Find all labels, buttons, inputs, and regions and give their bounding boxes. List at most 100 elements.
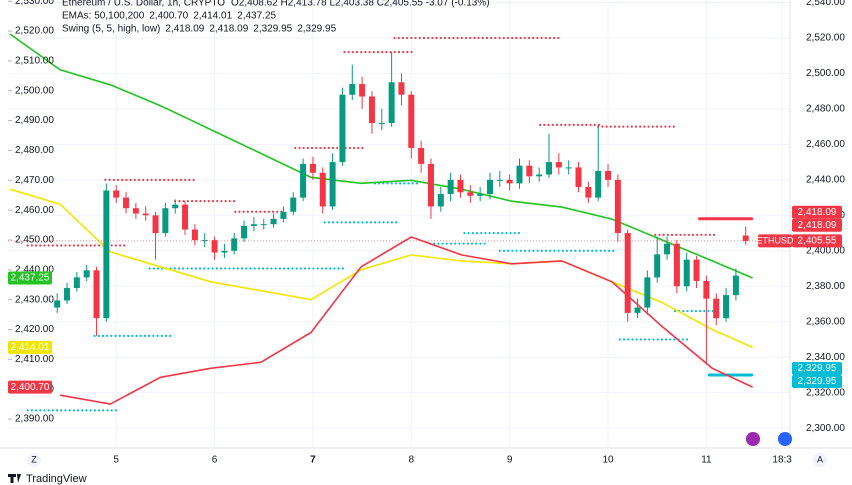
price-tag-label: 2,418.09 [798,220,837,231]
y2-tick-label: 2,540.00 [806,0,845,8]
ema-line [9,33,753,279]
candle-body [319,172,326,207]
candle-body [408,94,415,148]
candle-body [526,165,533,177]
y-tick-label: 2,480.00 [15,145,54,156]
y2-tick-label: 2,380.00 [806,281,845,292]
candle-body [132,208,139,214]
candle-body [250,224,257,226]
y2-tick-label: 2,440.00 [806,174,845,185]
ema-line [59,236,753,405]
candle-body [142,213,149,216]
ema-line [9,188,753,349]
y2-tick-label: 2,320.00 [806,387,845,398]
legend-value: 2,400.70 [149,11,188,22]
legend-value: 2,418.09 [165,24,204,35]
candle-body [723,295,730,319]
y-tick-label: 2,420.00 [15,324,54,335]
candle-body [211,240,218,253]
y-tick-label: 2,410.00 [15,354,54,365]
candle-body [614,179,621,234]
candle-body [477,194,484,196]
candle-body [654,254,661,278]
candle-body [270,218,277,225]
symbol-tag-label: ETHUSD [756,235,794,245]
y2-tick-label: 2,340.00 [806,352,845,363]
y-tick-label: 2,450.00 [15,235,54,246]
price-tag-box [792,362,842,376]
candle-body [300,163,307,198]
price-tag-box [792,218,842,232]
chart-title: Ethereum / U.S. Dollar, 1h, CRYPTO [62,0,225,9]
candle-body [378,123,385,125]
candle-body [595,170,602,198]
candle-body [339,94,346,163]
x-tick-label: 8 [409,455,415,466]
brand: TradingView [26,473,87,485]
candle-body [221,250,228,253]
price-tag-box [792,234,842,248]
candle-body [693,259,700,281]
candle-body [457,179,464,193]
candle-body [683,259,690,287]
legend-value: 2,329.95 [297,24,336,35]
candle-body [565,167,572,169]
candle-body [73,277,80,289]
price-tag-box [8,340,52,354]
candle-body [103,190,110,319]
price-tag-box [792,375,842,389]
header: Ethereum / U.S. Dollar, 1h, CRYPTO O2,40… [62,0,490,35]
y2-tick-label: 2,400.00 [806,245,845,256]
candle-body [83,270,90,278]
y-tick-label: 2,490.00 [15,115,54,126]
legend-label: Swing (5, 5, high, low) [62,24,160,35]
candle-body [309,163,316,173]
icon-events[interactable] [746,432,760,446]
candle-body [182,204,189,230]
price-tag-label: 2,437.25 [11,273,50,284]
scale-button[interactable] [813,453,827,467]
candle-body [388,82,395,124]
price-tag-label: 2,329.95 [798,363,837,374]
price-tag-label: 2,414.01 [11,342,50,353]
candle-body [516,165,523,184]
y-tick-label: 2,440.00 [15,264,54,275]
y-tick-label: 2,390.00 [15,414,54,425]
candle-body [624,233,631,313]
candle-body [546,162,553,175]
candle-body [123,197,130,209]
symbol-tag-box [758,234,792,248]
y-tick-label: 2,460.00 [15,205,54,216]
candle-body [152,215,159,234]
y2-tick-label: 2,300.00 [806,423,845,434]
scale-button[interactable] [27,453,41,467]
price-tags: 2,437.25 2,414.01 2,400.70 2,418.09 2,418.09… [8,205,842,394]
scale-button-label: Z [31,454,37,464]
candle-body [162,208,169,234]
candle-body [506,179,513,184]
x-tick-label: 5 [113,455,119,466]
price-tag-box [8,380,52,394]
icon-economic[interactable] [778,432,792,446]
legend-value: 2,329.95 [253,24,292,35]
y2-tick-label: 2,520.00 [806,33,845,44]
candle-body [201,240,208,242]
candle-body [359,84,366,97]
price-tag-label: 2,400.70 [11,382,50,393]
candle-body [368,96,375,124]
candle-body [260,224,267,226]
candle-body [113,190,120,198]
candle-body [732,275,739,296]
price-tag-box [792,205,842,219]
candle-body [191,229,198,241]
candle-body [555,162,562,168]
candle-body [64,288,71,301]
x-tick-label: 7 [310,455,316,466]
y-tick-label: 2,500.00 [15,85,54,96]
price-tag-label: 2,405.55 [798,236,837,247]
footer: TradingView [8,473,87,485]
y2-tick-label: 2,480.00 [806,104,845,115]
candle-body [673,243,680,287]
candle-body [231,238,238,251]
candle-body [467,192,474,196]
